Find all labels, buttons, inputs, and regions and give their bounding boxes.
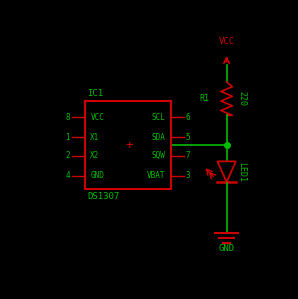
Bar [85,101,171,189]
Text: DS1307: DS1307 [87,193,119,202]
Text: 4: 4 [66,171,70,180]
Text: X1: X1 [90,133,100,142]
Text: 3: 3 [186,171,190,180]
Text: SQW: SQW [152,151,165,160]
Text: VBAT: VBAT [147,171,165,180]
Text: X2: X2 [90,151,100,160]
Text: IC1: IC1 [87,89,103,98]
Text: 220: 220 [237,91,246,106]
Text: LED1: LED1 [237,162,246,182]
Text: VCC: VCC [218,37,235,46]
Text: 2: 2 [66,151,70,160]
Text: 1: 1 [66,133,70,142]
Text: SDA: SDA [152,133,165,142]
Text: +: + [126,139,134,152]
Text: 8: 8 [66,113,70,122]
Text: 5: 5 [186,133,190,142]
Text: VCC: VCC [90,113,104,122]
Text: GND: GND [218,244,235,253]
Text: 6: 6 [186,113,190,122]
Text: 7: 7 [186,151,190,160]
Text: R1: R1 [199,94,209,103]
Text: SCL: SCL [152,113,165,122]
Text: GND: GND [90,171,104,180]
